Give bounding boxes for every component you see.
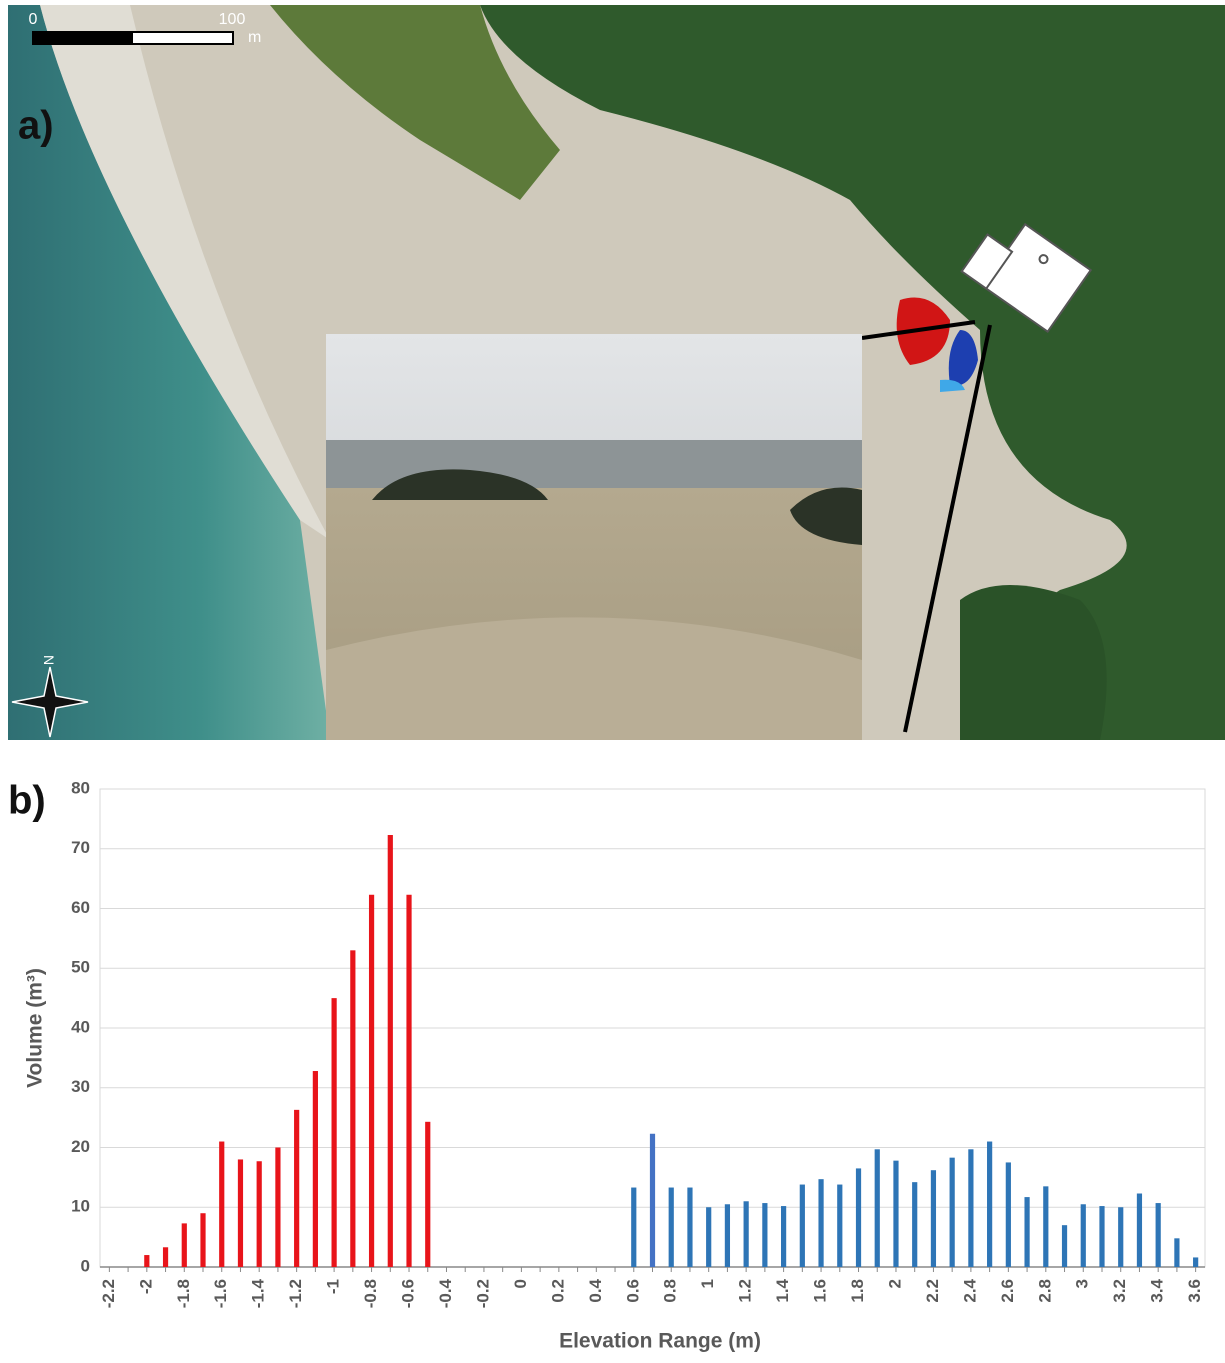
bar bbox=[1118, 1207, 1124, 1267]
bar bbox=[181, 1223, 187, 1267]
y-tick-label: 60 bbox=[71, 898, 90, 917]
x-tick-label: 2.4 bbox=[960, 1278, 979, 1302]
bar bbox=[1136, 1193, 1143, 1267]
bar bbox=[275, 1147, 281, 1267]
bar bbox=[743, 1201, 749, 1267]
bar bbox=[724, 1204, 731, 1267]
bar bbox=[1080, 1204, 1086, 1267]
x-tick-label: -1.4 bbox=[249, 1278, 268, 1308]
x-tick-label: 3.6 bbox=[1185, 1279, 1204, 1303]
x-tick-label: 3.2 bbox=[1110, 1279, 1129, 1303]
bar bbox=[144, 1255, 150, 1267]
x-tick-label: 1.6 bbox=[811, 1279, 830, 1303]
bar bbox=[799, 1184, 805, 1267]
x-tick-label: -2 bbox=[136, 1279, 155, 1294]
bar bbox=[162, 1247, 169, 1267]
bar bbox=[1043, 1186, 1049, 1267]
bar bbox=[781, 1206, 787, 1267]
x-axis-title: Elevation Range (m) bbox=[559, 1330, 761, 1353]
y-tick-label: 10 bbox=[71, 1197, 90, 1216]
bar bbox=[368, 894, 375, 1267]
bar bbox=[219, 1141, 225, 1267]
bar bbox=[1099, 1206, 1105, 1267]
bar bbox=[837, 1184, 843, 1267]
x-tick-label: 3.4 bbox=[1148, 1278, 1167, 1302]
bar bbox=[987, 1141, 993, 1267]
x-tick-label: 1 bbox=[698, 1279, 717, 1288]
y-tick-label: 50 bbox=[71, 958, 90, 977]
bar bbox=[387, 835, 393, 1267]
x-tick-label: -1.8 bbox=[174, 1279, 193, 1308]
bar bbox=[893, 1160, 899, 1267]
bar bbox=[855, 1168, 862, 1267]
x-tick-label: 0.2 bbox=[548, 1279, 567, 1303]
scale-start: 0 bbox=[29, 11, 38, 28]
x-tick-label: -0.6 bbox=[399, 1279, 418, 1308]
x-tick-label: 2.6 bbox=[998, 1279, 1017, 1303]
scale-end: 100 bbox=[219, 11, 246, 28]
bar bbox=[631, 1187, 637, 1267]
x-tick-label: 0 bbox=[511, 1279, 530, 1288]
scale-unit: m bbox=[248, 29, 261, 46]
x-tick-label: -1 bbox=[324, 1279, 343, 1294]
bar bbox=[1024, 1197, 1030, 1267]
y-tick-label: 70 bbox=[71, 838, 90, 857]
bar bbox=[406, 894, 412, 1267]
bar bbox=[649, 1133, 656, 1267]
bar bbox=[294, 1109, 300, 1267]
aerial-image bbox=[8, 5, 1225, 740]
north-label: N bbox=[41, 655, 57, 665]
bar bbox=[200, 1213, 206, 1267]
bar bbox=[968, 1149, 974, 1267]
bar bbox=[1174, 1238, 1180, 1267]
x-tick-label: -0.8 bbox=[361, 1279, 380, 1308]
bar bbox=[668, 1187, 674, 1267]
bar bbox=[930, 1170, 937, 1267]
bar bbox=[706, 1207, 712, 1267]
y-tick-label: 40 bbox=[71, 1017, 90, 1036]
bar bbox=[818, 1179, 824, 1267]
y-tick-label: 30 bbox=[71, 1077, 90, 1096]
y-tick-label: 0 bbox=[81, 1256, 90, 1275]
bar bbox=[1005, 1162, 1011, 1267]
x-tick-label: 1.2 bbox=[736, 1279, 755, 1303]
x-tick-label: 0.4 bbox=[586, 1278, 605, 1302]
bar bbox=[949, 1157, 955, 1267]
x-tick-label: -2.2 bbox=[99, 1279, 118, 1308]
bar bbox=[912, 1182, 918, 1267]
x-tick-label: -1.6 bbox=[211, 1279, 230, 1308]
x-tick-label: -0.4 bbox=[436, 1278, 455, 1308]
bar bbox=[1155, 1203, 1161, 1267]
x-tick-label: 2.8 bbox=[1035, 1279, 1054, 1303]
x-tick-label: -1.2 bbox=[286, 1279, 305, 1308]
y-tick-label: 80 bbox=[71, 778, 90, 797]
bar bbox=[1061, 1225, 1068, 1267]
x-tick-label: 1.8 bbox=[848, 1279, 867, 1303]
bar bbox=[350, 950, 356, 1267]
bar bbox=[237, 1159, 244, 1267]
x-tick-label: 1.4 bbox=[773, 1278, 792, 1302]
bar bbox=[687, 1187, 693, 1267]
panel-label: a) bbox=[18, 104, 54, 148]
bar bbox=[331, 998, 337, 1267]
x-tick-label: 2.2 bbox=[923, 1279, 942, 1303]
bar bbox=[256, 1161, 262, 1267]
x-tick-label: 3 bbox=[1073, 1279, 1092, 1288]
bar bbox=[1193, 1257, 1199, 1267]
bar bbox=[312, 1071, 318, 1267]
bar bbox=[874, 1149, 880, 1267]
bar bbox=[425, 1121, 431, 1267]
x-tick-label: 0.8 bbox=[661, 1279, 680, 1303]
panel-label: b) bbox=[8, 779, 46, 823]
x-tick-label: 2 bbox=[885, 1279, 904, 1288]
y-tick-label: 20 bbox=[71, 1137, 90, 1156]
bar bbox=[762, 1203, 768, 1267]
x-tick-label: 0.6 bbox=[623, 1279, 642, 1303]
x-tick-label: -0.2 bbox=[473, 1279, 492, 1308]
y-axis-title: Volume (m³) bbox=[24, 968, 47, 1088]
